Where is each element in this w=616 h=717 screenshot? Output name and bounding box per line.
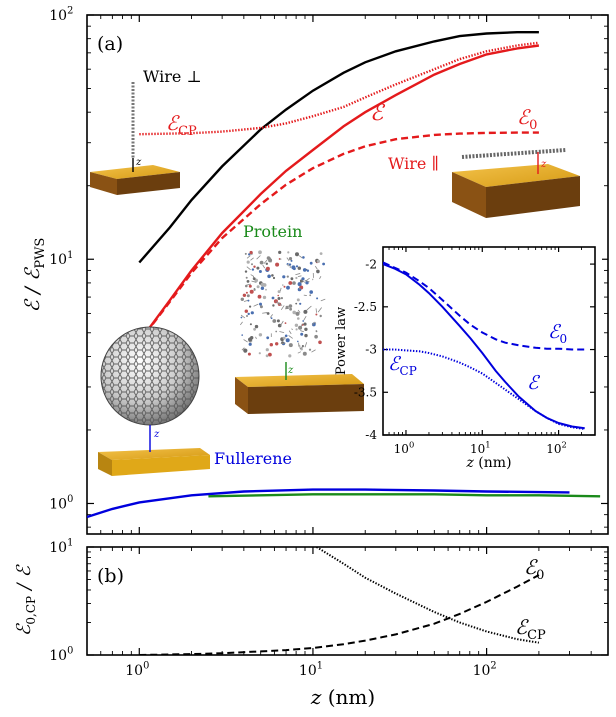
panel-a-label: (a) [97, 33, 123, 55]
y-tick-label: 100 [49, 646, 73, 664]
inset-ylabel: Power law [334, 307, 349, 375]
fullerene-illustration: z [98, 327, 210, 476]
y-tick-label: -4 [365, 428, 377, 442]
label-e0-red: ℰ0 [517, 105, 537, 133]
wire-perp-illustration: z [90, 82, 180, 195]
fullerene-z-label: z [153, 429, 160, 440]
label-e-red: ℰ [370, 101, 386, 126]
y-tick-label: -3.5 [354, 385, 377, 399]
panel-b-label: (b) [97, 565, 124, 587]
y-tick-label: 101 [49, 538, 73, 556]
inset-xlabel: z (nm) [465, 455, 511, 471]
series-protein [208, 494, 600, 496]
y-tick-label: 101 [49, 250, 73, 268]
y-tick-label: -2 [365, 257, 377, 271]
y-tick-label: 102 [49, 6, 73, 24]
wire-par-illustration: z [452, 150, 580, 218]
panel-b-series [139, 547, 539, 655]
wire-par-z-label: z [540, 159, 547, 170]
wire-par-label: Wire ∥ [388, 154, 439, 173]
series-ratio-E0 [139, 575, 539, 655]
y-tick-label: -2.5 [354, 300, 377, 314]
y-tick-label: -3 [365, 343, 377, 357]
panel-a-ylabel: ℰ / ℰPWS [20, 238, 48, 313]
wire-perp-z-label: z [135, 157, 142, 168]
y-tick-label: 100 [49, 494, 73, 512]
x-tick-label: 101 [299, 661, 323, 679]
wire-perp-label: Wire ⊥ [143, 67, 202, 86]
panel-b-xlabel: z (nm) [310, 685, 375, 709]
panel-b-label-e0: ℰ0 [524, 555, 544, 583]
x-tick-label: 102 [473, 661, 497, 679]
x-tick-label: 100 [125, 661, 149, 679]
fullerene-label: Fullerene [214, 449, 292, 468]
label-e-cp-red: ℰCP [166, 111, 197, 139]
protein-z-label: z [287, 365, 294, 376]
panel-b-ylabel: ℰ0,CP / ℰ [13, 563, 38, 636]
series-ratio-ECP [317, 547, 539, 643]
protein-label: Protein [243, 222, 302, 241]
panel-b-label-ecp: ℰCP [515, 615, 546, 643]
